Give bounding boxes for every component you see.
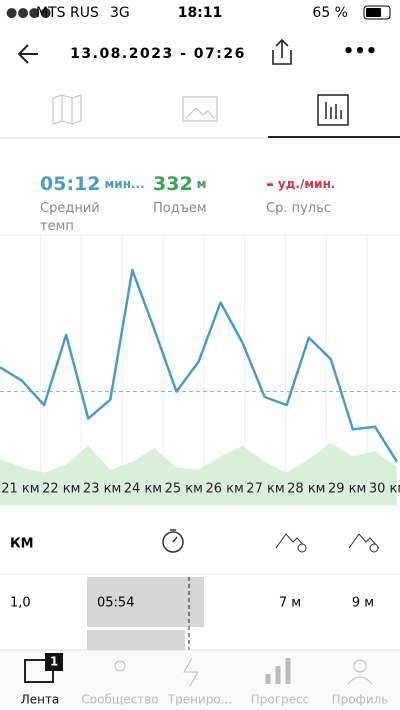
- x-tick-label: 25 км: [165, 482, 203, 497]
- stat-value: 332 м: [153, 173, 206, 195]
- stat-label: Подъем: [153, 201, 207, 216]
- map-tab[interactable]: [52, 94, 82, 125]
- x-tick-label: 26 км: [205, 482, 243, 497]
- descent-cell: 9 м: [352, 596, 374, 611]
- x-tick-label: 27 км: [246, 482, 284, 497]
- time-icon: [162, 531, 184, 553]
- back-button[interactable]: [17, 44, 38, 64]
- profile-icon-body: [347, 676, 373, 685]
- descent-icon: [348, 533, 380, 549]
- chart: 21 км 22 км 23 км 24 км 25 км 26 км 27 км 28 км…: [0, 234, 400, 505]
- pace-bar: [87, 630, 185, 650]
- profile-icon: [353, 659, 367, 673]
- x-tick-label: 22 км: [42, 482, 80, 497]
- nav-item[interactable]: Трениро...: [167, 693, 232, 707]
- stat-label-box: Ср. пульс: [266, 201, 331, 216]
- pace-cell: 05:54: [97, 596, 134, 611]
- clock: 18:11: [178, 5, 223, 21]
- battery: [363, 5, 391, 20]
- more-button[interactable]: •••: [343, 41, 378, 62]
- nav-bar: [0, 650, 400, 710]
- badge: [45, 653, 63, 671]
- photo-icon: [185, 107, 215, 119]
- ascent-badge: [297, 543, 307, 553]
- stat-number: -: [266, 173, 274, 195]
- stat-unit: мин...: [104, 177, 144, 191]
- stat-value: 05:12 мин...: [40, 173, 145, 195]
- stat-unit: м: [197, 177, 207, 191]
- time-icon-hand: [170, 529, 178, 543]
- carrier: MTS RUS: [36, 5, 99, 21]
- nav-items: Лента Сообщество Трениро... Прогресс Профиль: [21, 693, 389, 707]
- nav-item[interactable]: Профиль: [332, 693, 389, 707]
- nav-item[interactable]: Лента: [21, 693, 60, 707]
- nav-item[interactable]: Прогресс: [251, 693, 309, 707]
- badge-count: 1: [50, 655, 58, 669]
- stat-number: 05:12: [40, 173, 100, 195]
- chart-tab[interactable]: [317, 94, 349, 126]
- stat-value: - уд./мин.: [266, 173, 335, 195]
- x-tick-label: 28 км: [287, 482, 325, 497]
- share-button[interactable]: [272, 38, 292, 65]
- table-header: КМ: [10, 537, 34, 552]
- elevation-area: [0, 442, 397, 505]
- ascent-icon: [275, 533, 307, 549]
- stat-label-box: Подъем: [153, 201, 207, 216]
- signal: ●●●●: [6, 6, 51, 21]
- stat-number: 332: [153, 173, 193, 195]
- battery-text: 65 %: [312, 5, 348, 21]
- pace-bar: [87, 577, 204, 627]
- chart-icon: [325, 102, 342, 119]
- x-tick-label: 30 км: [369, 482, 400, 497]
- stat-label: Средний темп: [40, 201, 100, 234]
- km-cell: 1,0: [10, 596, 31, 611]
- x-tick-label: 21 км: [1, 482, 39, 497]
- stat-label-box: Средний темп: [40, 201, 100, 234]
- progress-icon: [265, 658, 291, 684]
- ascent-cell: 7 м: [279, 596, 301, 611]
- nav-item[interactable]: Сообщество: [81, 693, 158, 707]
- stats: 05:12 мин... Средний темп 332 м Подъем -уд./ми…: [40, 173, 335, 235]
- x-tick-label: 24 км: [124, 482, 162, 497]
- network: 3G: [110, 5, 130, 21]
- photo-tab[interactable]: [182, 96, 218, 122]
- x-tick-label: 23 км: [83, 482, 121, 497]
- descent-badge: [369, 543, 379, 553]
- training-icon: [183, 657, 199, 687]
- pace-line: [0, 268, 399, 463]
- x-tick-label: 29 км: [328, 482, 366, 497]
- header-title: 13.08.2023 - 07:26: [70, 46, 246, 62]
- stat-label: Ср. пульс: [266, 201, 331, 216]
- community-icon: [114, 660, 126, 672]
- stat-unit: уд./мин.: [278, 177, 336, 191]
- battery-level: [366, 8, 381, 17]
